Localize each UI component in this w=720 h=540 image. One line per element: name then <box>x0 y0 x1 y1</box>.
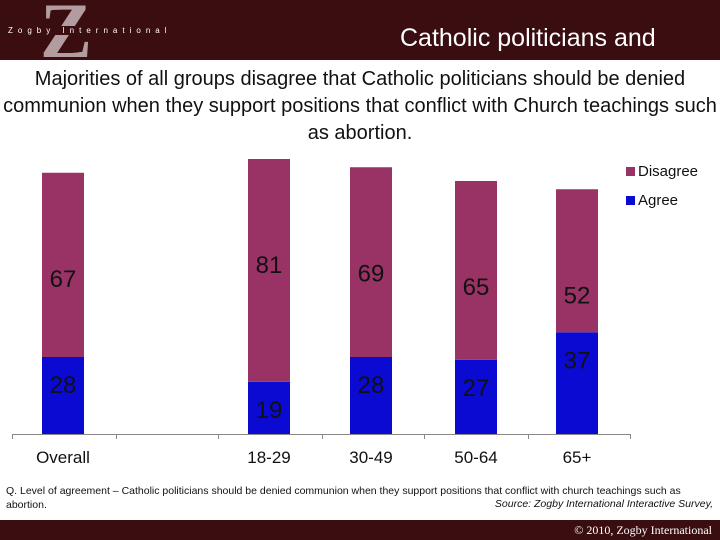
logo-text: Zogby International <box>8 26 176 35</box>
data-label-disagree-30-49: 69 <box>358 260 385 287</box>
data-label-agree-50-64: 27 <box>463 375 490 402</box>
legend-agree: Agree <box>626 192 678 209</box>
legend-disagree-label: Disagree <box>638 163 699 180</box>
bar-disagree-18-29 <box>248 159 290 382</box>
legend-disagree: Disagree <box>626 163 698 180</box>
slide-title: Catholic politicians and communion <box>400 24 656 52</box>
copyright: © 2010, Zogby International <box>574 523 712 537</box>
x-tick-label-Overall: Overall <box>36 448 90 467</box>
x-tick-label-65+: 65+ <box>563 448 592 467</box>
bar-agree-65+ <box>556 332 598 434</box>
x-tick-label-50-64: 50-64 <box>454 448 497 467</box>
bar-disagree-30-49 <box>350 167 392 357</box>
data-label-disagree-50-64: 65 <box>463 274 490 301</box>
data-label-disagree-Overall: 67 <box>50 266 77 293</box>
legend-disagree-swatch <box>626 167 635 176</box>
bar-agree-Overall <box>42 357 84 434</box>
source-note: Source: Zogby International Interactive … <box>494 498 713 510</box>
data-label-disagree-65+: 52 <box>564 282 591 309</box>
headline: Majorities of all groups disagree that C… <box>3 68 717 144</box>
stacked-bar-chart: 28 67 Overall 19 81 18-29 28 69 30-49 27 65 50-64 37… <box>12 159 631 467</box>
bar-agree-30-49 <box>350 357 392 434</box>
bar-disagree-65+ <box>556 189 598 333</box>
data-label-agree-18-29: 19 <box>256 397 283 424</box>
data-label-agree-Overall: 28 <box>50 372 77 399</box>
legend-agree-label: Agree <box>638 192 679 209</box>
data-label-disagree-18-29: 81 <box>256 252 283 279</box>
bar-disagree-50-64 <box>455 181 497 360</box>
bar-agree-50-64 <box>455 359 497 434</box>
legend-agree-swatch <box>626 196 635 205</box>
header-bar: Z Zogby International Catholic politicia… <box>0 0 720 60</box>
data-label-agree-30-49: 28 <box>358 372 385 399</box>
footer-bar: © 2010, Zogby International <box>0 520 720 540</box>
bar-disagree-Overall <box>42 172 84 357</box>
footnote: Q. Level of agreement – Catholic politic… <box>6 485 681 511</box>
x-tick-label-30-49: 30-49 <box>349 448 392 467</box>
x-tick-label-18-29: 18-29 <box>247 448 290 467</box>
bar-agree-18-29 <box>248 381 290 434</box>
data-label-agree-65+: 37 <box>564 347 591 374</box>
